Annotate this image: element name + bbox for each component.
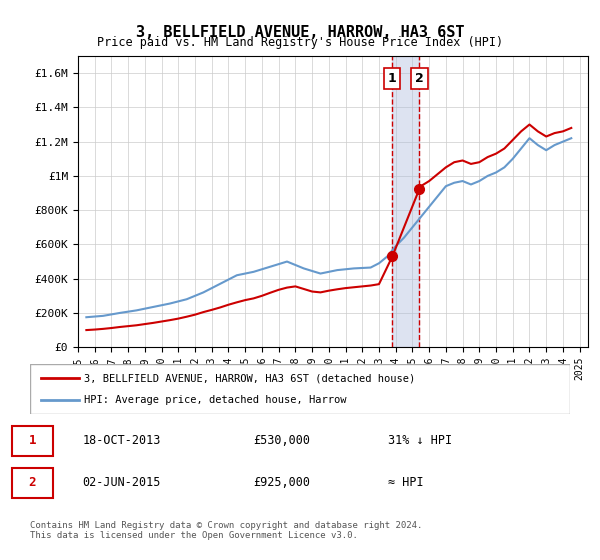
Text: 3, BELLFIELD AVENUE, HARROW, HA3 6ST: 3, BELLFIELD AVENUE, HARROW, HA3 6ST [136,25,464,40]
FancyBboxPatch shape [12,468,53,498]
Text: £530,000: £530,000 [253,435,310,447]
Text: 2: 2 [29,477,36,489]
Text: 2: 2 [415,72,424,85]
Text: HPI: Average price, detached house, Harrow: HPI: Average price, detached house, Harr… [84,395,347,405]
FancyBboxPatch shape [12,426,53,456]
Bar [392,56,419,347]
Text: Price paid vs. HM Land Registry's House Price Index (HPI): Price paid vs. HM Land Registry's House … [97,36,503,49]
Text: 1: 1 [29,435,36,447]
Text: ≈ HPI: ≈ HPI [388,477,424,489]
Text: 3, BELLFIELD AVENUE, HARROW, HA3 6ST (detached house): 3, BELLFIELD AVENUE, HARROW, HA3 6ST (de… [84,373,415,383]
Text: £925,000: £925,000 [253,477,310,489]
Text: Contains HM Land Registry data © Crown copyright and database right 2024.
This d: Contains HM Land Registry data © Crown c… [30,521,422,540]
Text: 31% ↓ HPI: 31% ↓ HPI [388,435,452,447]
Text: 1: 1 [388,72,397,85]
Text: 18-OCT-2013: 18-OCT-2013 [82,435,161,447]
FancyBboxPatch shape [30,364,570,414]
Text: 02-JUN-2015: 02-JUN-2015 [82,477,161,489]
